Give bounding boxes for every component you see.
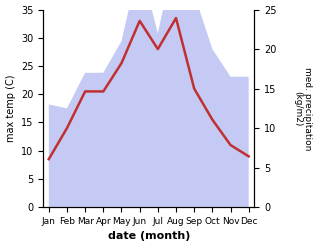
X-axis label: date (month): date (month) (107, 231, 190, 242)
Y-axis label: med. precipitation
(kg/m2): med. precipitation (kg/m2) (293, 67, 313, 150)
Y-axis label: max temp (C): max temp (C) (5, 75, 16, 142)
